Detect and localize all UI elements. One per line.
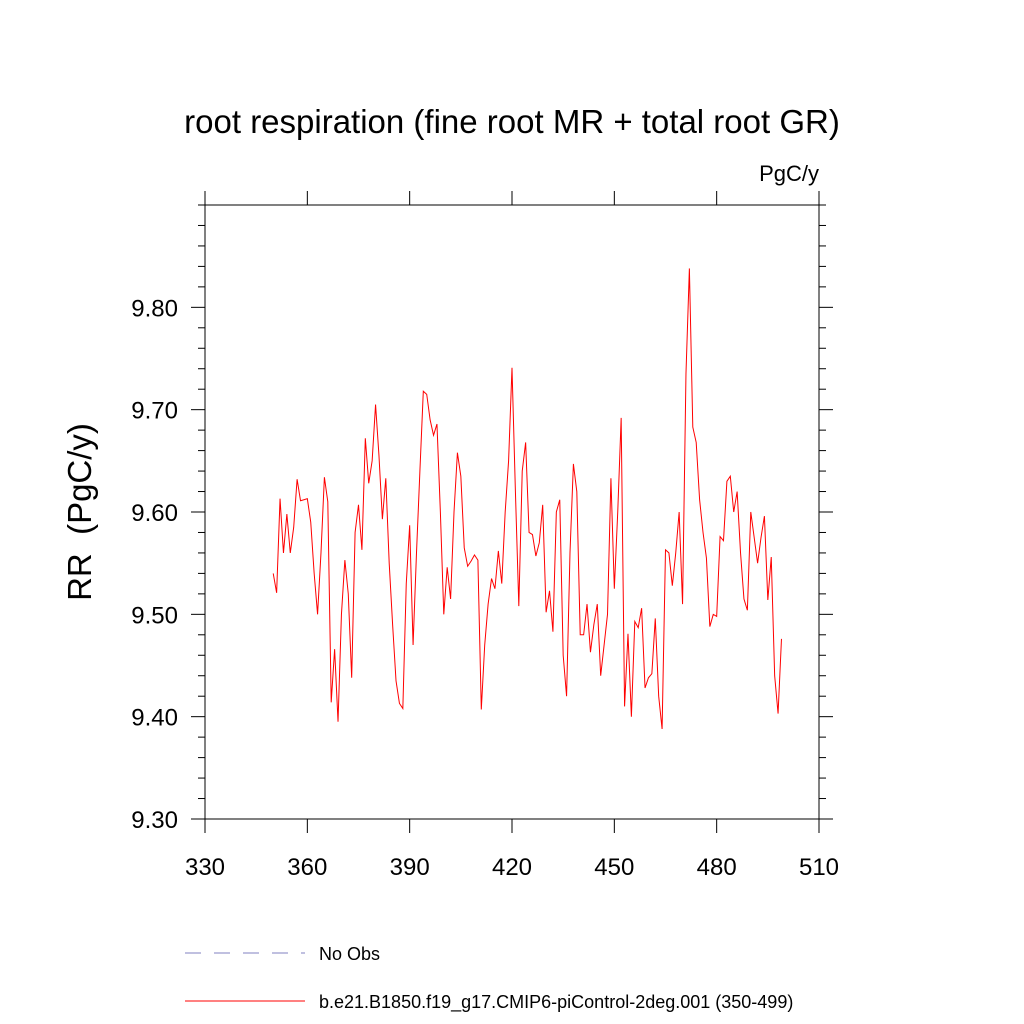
y-tick-label: 9.80 [131, 295, 178, 322]
chart-title: root respiration (fine root MR + total r… [184, 103, 840, 140]
x-tick-label: 480 [697, 854, 737, 881]
y-tick-label: 9.30 [131, 807, 178, 834]
legend-series-label: b.e21.B1850.f19_g17.CMIP6-piControl-2deg… [319, 992, 793, 1013]
tick-labels: 330 360 390 420 450 480 510 9.30 9.40 9.50 9.60 9.7… [131, 295, 839, 881]
y-tick-label: 9.60 [131, 500, 178, 527]
x-tick-label: 510 [799, 854, 839, 881]
x-tick-label: 420 [492, 854, 532, 881]
plot-frame [204, 204, 820, 820]
x-tick-label: 390 [390, 854, 430, 881]
units-label: PgC/y [759, 161, 819, 186]
x-tick-label: 330 [185, 854, 225, 881]
series-line [272, 268, 782, 730]
x-tick-label: 360 [287, 854, 327, 881]
axis-ticks [191, 191, 833, 833]
y-tick-label: 9.70 [131, 398, 178, 425]
y-tick-label: 9.40 [131, 705, 178, 732]
x-tick-label: 450 [594, 854, 634, 881]
legend: No Obs b.e21.B1850.f19_g17.CMIP6-piContro… [185, 944, 793, 1013]
y-tick-label: 9.50 [131, 602, 178, 629]
y-axis-label: RR (PgC/y) [61, 423, 98, 601]
legend-no-obs-label: No Obs [319, 944, 380, 964]
